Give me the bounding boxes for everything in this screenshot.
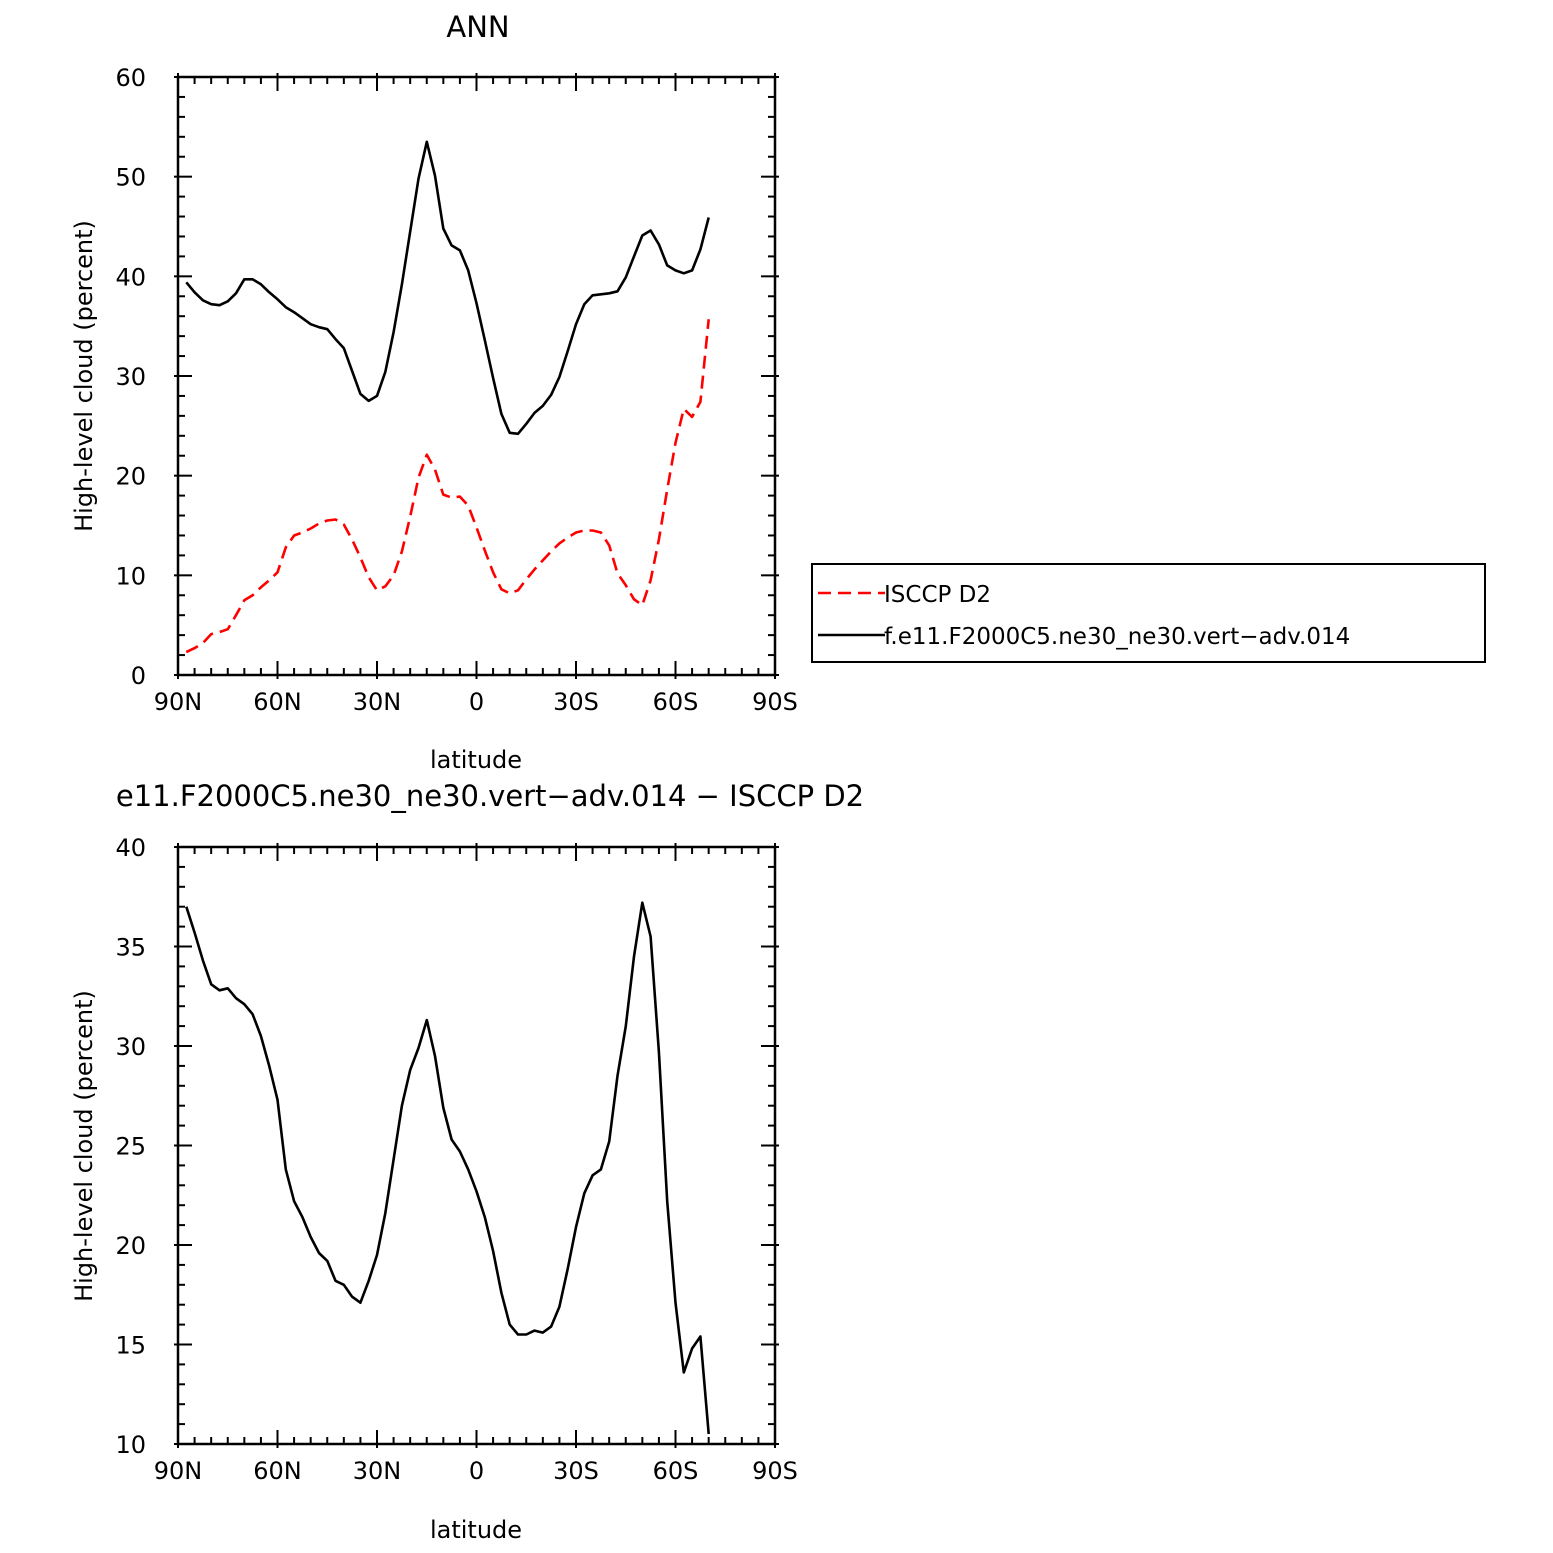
x-tick-label: 30S: [553, 1457, 599, 1485]
y-tick-label: 40: [115, 263, 146, 291]
y-tick-label: 35: [115, 934, 146, 962]
legend-label-model: f.e11.F2000C5.ne30_ne30.vert−adv.014: [884, 624, 1350, 650]
bottom-chart-series: [185, 901, 710, 1435]
y-tick-label: 10: [115, 562, 146, 590]
top-chart-ticks: [174, 73, 779, 679]
top-series-line-1: [185, 140, 710, 436]
bottom-chart-panel: e11.F2000C5.ne30_ne30.vert−adv.014 − ISC…: [70, 779, 864, 1544]
x-tick-label: 30S: [553, 688, 599, 716]
y-tick-label: 15: [115, 1332, 146, 1360]
x-tick-label: 90S: [752, 1457, 798, 1485]
top-series-line-0: [185, 319, 710, 654]
y-tick-label: 20: [115, 463, 146, 491]
bottom-y-axis-label: High-level cloud (percent): [70, 990, 98, 1302]
y-tick-label: 50: [115, 164, 146, 192]
bottom-series-line-0: [185, 901, 710, 1435]
bottom-x-axis-label: latitude: [430, 1516, 522, 1544]
y-tick-label: 30: [115, 363, 146, 391]
x-tick-label: 60S: [653, 688, 699, 716]
x-tick-label: 90S: [752, 688, 798, 716]
bottom-plot-area: [176, 845, 777, 1446]
x-tick-label: 60N: [253, 1457, 302, 1485]
x-tick-label: 60N: [253, 688, 302, 716]
y-tick-label: 10: [115, 1431, 146, 1459]
top-y-axis-label: High-level cloud (percent): [70, 220, 98, 532]
bottom-chart-title: e11.F2000C5.ne30_ne30.vert−adv.014 − ISC…: [116, 779, 864, 813]
top-chart-tick-labels: 90N 60N 30N 0 30S 60S 90S 0 10 20 30 40 50 60: [115, 64, 797, 716]
y-tick-label: 40: [115, 834, 146, 862]
top-chart-title: ANN: [446, 10, 509, 44]
legend-label-isccp: ISCCP D2: [884, 582, 991, 608]
y-tick-label: 25: [115, 1133, 146, 1161]
y-tick-label: 30: [115, 1033, 146, 1061]
x-tick-label: 90N: [154, 1457, 203, 1485]
legend-box: [811, 563, 1486, 663]
top-chart-panel: ANN 90N 60N 30N 0 30S 60S 90S 0 10 20 30 40 50 60 lat…: [70, 10, 798, 774]
y-tick-label: 0: [131, 662, 146, 690]
bottom-chart-tick-labels: 90N 60N 30N 0 30S 60S 90S 10 15 20 25 30 35 40: [115, 834, 797, 1485]
top-chart-series: [185, 140, 710, 654]
top-plot-area: [176, 75, 777, 677]
x-tick-label: 0: [469, 688, 484, 716]
legend: ISCCP D2 f.e11.F2000C5.ne30_ne30.vert−ad…: [811, 563, 1486, 663]
x-tick-label: 90N: [154, 688, 203, 716]
x-tick-label: 30N: [353, 688, 402, 716]
y-tick-label: 20: [115, 1232, 146, 1260]
x-tick-label: 60S: [653, 1457, 699, 1485]
y-tick-label: 60: [115, 64, 146, 92]
x-tick-label: 30N: [353, 1457, 402, 1485]
x-tick-label: 0: [469, 1457, 484, 1485]
top-x-axis-label: latitude: [430, 746, 522, 774]
